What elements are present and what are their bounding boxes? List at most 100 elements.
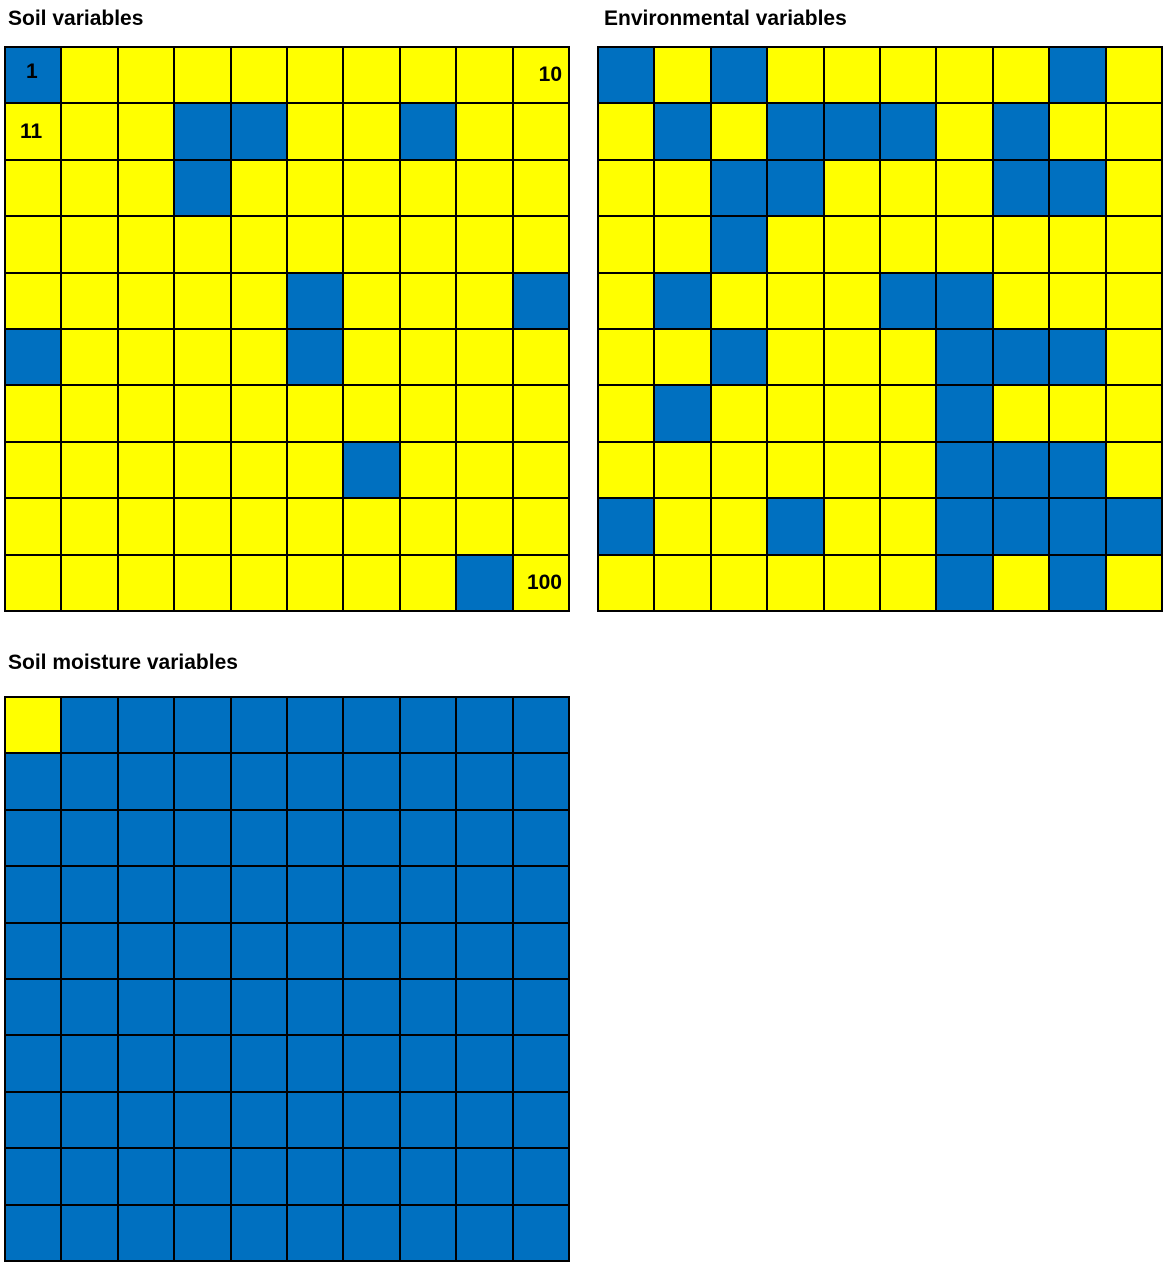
- heatmap-cell: [231, 442, 288, 500]
- heatmap-cell: [599, 160, 656, 218]
- heatmap-cell: [288, 1149, 345, 1206]
- heatmap-cell: [6, 980, 63, 1037]
- heatmap-cell: [457, 555, 514, 612]
- heatmap-cell: [6, 499, 63, 556]
- heatmap-cell: [937, 555, 994, 612]
- heatmap-cell: [1106, 48, 1163, 105]
- heatmap-cell: [1106, 442, 1163, 500]
- heatmap-cell: [513, 442, 570, 500]
- heatmap-cell: [1050, 555, 1107, 612]
- heatmap-cell: [400, 1149, 458, 1206]
- heatmap-cell: [513, 810, 570, 868]
- heatmap-cell: [175, 217, 232, 274]
- heatmap-cell: [457, 1149, 514, 1206]
- heatmap-cell: [175, 160, 232, 218]
- heatmap-cell: [711, 499, 769, 556]
- heatmap-cell: [400, 980, 458, 1037]
- heatmap-cell: [118, 442, 176, 500]
- heatmap-cell: [768, 499, 825, 556]
- heatmap-cell: [768, 386, 825, 443]
- heatmap-cell: [1050, 217, 1107, 274]
- heatmap-cell: [599, 217, 656, 274]
- heatmap-cell: [344, 1149, 401, 1206]
- heatmap-cell: [118, 48, 176, 105]
- heatmap-cell: [62, 48, 119, 105]
- heatmap-cell: [231, 104, 288, 161]
- heatmap-cell: [288, 923, 345, 980]
- heatmap-cell: [457, 442, 514, 500]
- heatmap-cell: [824, 442, 881, 500]
- heatmap-cell: [6, 1092, 63, 1150]
- heatmap-cell: [711, 386, 769, 443]
- heatmap-cell: [400, 810, 458, 868]
- heatmap-cell: [288, 1036, 345, 1093]
- heatmap-cell: [513, 160, 570, 218]
- heatmap-cell: [881, 217, 938, 274]
- heatmap-cell: [62, 980, 119, 1037]
- heatmap-cell: [175, 386, 232, 443]
- heatmap-cell: [937, 273, 994, 330]
- heatmap-cell: [599, 442, 656, 500]
- heatmap-cell: [231, 1036, 288, 1093]
- heatmap-cell: [400, 1036, 458, 1093]
- heatmap-cell: [1050, 330, 1107, 387]
- heatmap-cell: [655, 499, 712, 556]
- heatmap-cell: [288, 160, 345, 218]
- heatmap-cell: [62, 1092, 119, 1150]
- heatmap-cell: [824, 499, 881, 556]
- heatmap-cell: [993, 160, 1051, 218]
- heatmap-cell: [1106, 555, 1163, 612]
- heatmap-cell: [6, 923, 63, 980]
- heatmap-cell: [175, 48, 232, 105]
- heatmap-cell: [1106, 499, 1163, 556]
- heatmap-cell: [881, 386, 938, 443]
- heatmap-cell: [62, 499, 119, 556]
- heatmap-cell: [937, 442, 994, 500]
- heatmap-cell: [118, 386, 176, 443]
- heatmap-cell: [993, 330, 1051, 387]
- soil-variables-title: Soil variables: [8, 7, 144, 30]
- heatmap-cell: [6, 1036, 63, 1093]
- heatmap-cell: [344, 698, 401, 755]
- environmental-variables-grid: [597, 46, 1163, 612]
- heatmap-cell: [118, 1205, 176, 1262]
- heatmap-cell: [231, 48, 288, 105]
- heatmap-cell: [288, 698, 345, 755]
- heatmap-cell: [824, 330, 881, 387]
- heatmap-cell: [513, 1036, 570, 1093]
- heatmap-cell: [881, 330, 938, 387]
- heatmap-cell: [513, 754, 570, 811]
- heatmap-cell: [62, 160, 119, 218]
- heatmap-cell: [118, 104, 176, 161]
- heatmap-cell: [344, 386, 401, 443]
- heatmap-cell: [288, 330, 345, 387]
- heatmap-cell: [513, 499, 570, 556]
- heatmap-cell: [881, 442, 938, 500]
- heatmap-cell: [118, 1149, 176, 1206]
- heatmap-cell: [175, 1092, 232, 1150]
- heatmap-cell: [231, 754, 288, 811]
- heatmap-cell: [993, 499, 1051, 556]
- heatmap-cell: [937, 499, 994, 556]
- heatmap-cell: [457, 330, 514, 387]
- heatmap-cell: [344, 754, 401, 811]
- heatmap-cell: [118, 499, 176, 556]
- heatmap-cell: 100: [513, 555, 570, 612]
- heatmap-cell: [231, 923, 288, 980]
- heatmap-cell: [457, 867, 514, 924]
- heatmap-cell: [881, 555, 938, 612]
- heatmap-cell: [288, 980, 345, 1037]
- heatmap-cell: [344, 499, 401, 556]
- heatmap-cell: [344, 867, 401, 924]
- heatmap-cell: [118, 754, 176, 811]
- heatmap-cell: [937, 48, 994, 105]
- heatmap-cell: [6, 217, 63, 274]
- heatmap-cell: [655, 104, 712, 161]
- heatmap-cell: [1050, 104, 1107, 161]
- heatmap-cell: [1050, 386, 1107, 443]
- heatmap-cell: [118, 330, 176, 387]
- heatmap-cell: [175, 273, 232, 330]
- heatmap-cell: [993, 555, 1051, 612]
- heatmap-cell: [768, 273, 825, 330]
- heatmap-cell: [599, 386, 656, 443]
